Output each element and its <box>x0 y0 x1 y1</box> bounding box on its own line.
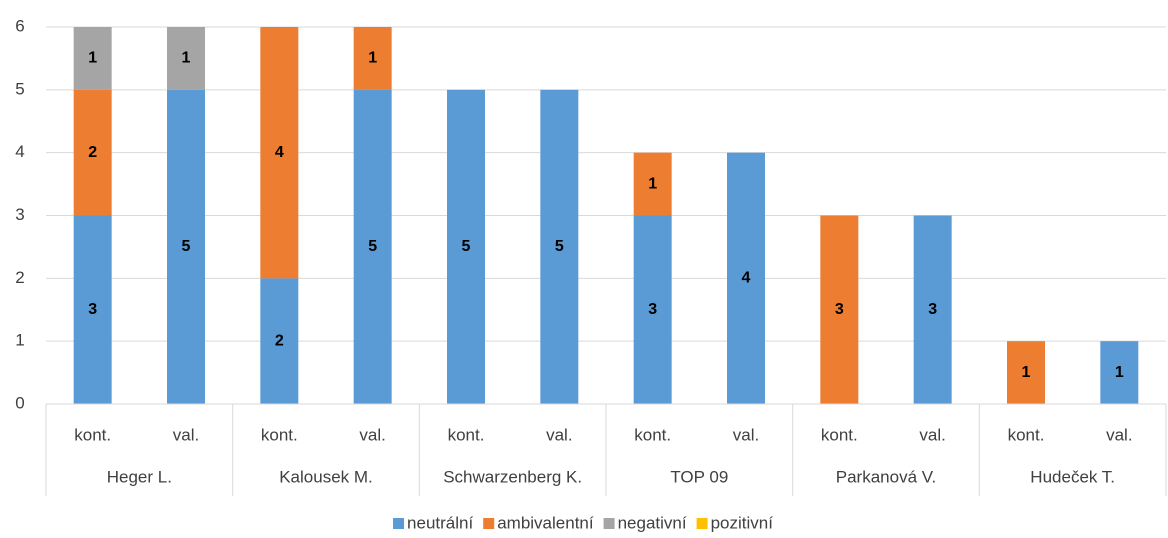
x-tick-label: kont. <box>1008 425 1045 444</box>
legend-swatch <box>483 518 495 529</box>
x-tick-label: kont. <box>821 425 858 444</box>
value-label: 3 <box>88 301 97 318</box>
value-label: 5 <box>182 238 191 255</box>
bar-segment <box>353 89 392 404</box>
x-tick-label: val. <box>546 425 572 444</box>
x-tick-label: val. <box>173 425 199 444</box>
value-label: 1 <box>182 50 191 67</box>
bar-segment <box>1007 341 1045 404</box>
x-tick-label: kont. <box>74 425 111 444</box>
y-tick-label: 4 <box>15 142 24 161</box>
value-label: 1 <box>368 50 377 67</box>
bar-segment <box>73 27 112 90</box>
legend-label: neutrální <box>407 513 473 532</box>
legend-swatch <box>393 518 405 529</box>
bar-segment <box>633 215 672 404</box>
y-tick-label: 1 <box>15 331 24 350</box>
group-label: Schwarzenberg K. <box>443 467 582 486</box>
y-tick-label: 2 <box>15 268 24 287</box>
group-label: Parkanová V. <box>836 467 937 486</box>
bar-segment <box>260 27 299 279</box>
bar-segment <box>913 215 952 404</box>
legend-label: pozitivní <box>711 513 774 532</box>
value-label: 3 <box>835 301 844 318</box>
value-label: 5 <box>368 238 377 255</box>
x-tick-label: val. <box>1106 425 1132 444</box>
value-label: 4 <box>275 144 284 161</box>
bar-segment <box>540 89 579 404</box>
value-label: 3 <box>648 301 657 318</box>
value-label: 1 <box>1022 364 1031 381</box>
group-label: TOP 09 <box>670 467 728 486</box>
bar-segment <box>353 27 392 90</box>
y-tick-label: 0 <box>15 393 24 412</box>
value-label: 4 <box>742 270 751 287</box>
value-label: 5 <box>555 238 564 255</box>
bar-segment <box>1100 341 1139 404</box>
bar-segment <box>447 89 485 404</box>
y-tick-label: 3 <box>15 205 24 224</box>
value-label: 1 <box>1115 364 1124 381</box>
value-label: 5 <box>462 238 471 255</box>
bar-segment <box>167 27 205 90</box>
value-label: 1 <box>648 175 657 192</box>
legend-label: negativní <box>618 513 687 532</box>
x-tick-label: kont. <box>261 425 298 444</box>
bar-segment <box>633 152 672 216</box>
value-label: 2 <box>275 332 284 349</box>
value-label: 2 <box>88 144 97 161</box>
bar-segment <box>260 278 299 404</box>
x-tick-label: kont. <box>634 425 671 444</box>
x-tick-label: kont. <box>448 425 485 444</box>
group-label: Hudeček T. <box>1030 467 1115 486</box>
legend-swatch <box>603 518 615 529</box>
bar-segment <box>727 152 765 404</box>
legend-label: ambivalentní <box>497 513 594 532</box>
bar-segment <box>820 215 859 404</box>
x-tick-label: val. <box>359 425 385 444</box>
bar-segment <box>167 89 205 404</box>
x-tick-label: val. <box>919 425 945 444</box>
y-tick-label: 5 <box>15 79 24 98</box>
y-tick-label: 6 <box>15 16 24 35</box>
value-label: 1 <box>88 50 97 67</box>
group-label: Kalousek M. <box>279 467 373 486</box>
legend-swatch <box>696 518 708 529</box>
group-label: Heger L. <box>107 467 172 486</box>
value-label: 3 <box>928 301 937 318</box>
bar-segment <box>73 215 112 404</box>
bar-segment <box>73 89 112 216</box>
x-tick-label: val. <box>733 425 759 444</box>
